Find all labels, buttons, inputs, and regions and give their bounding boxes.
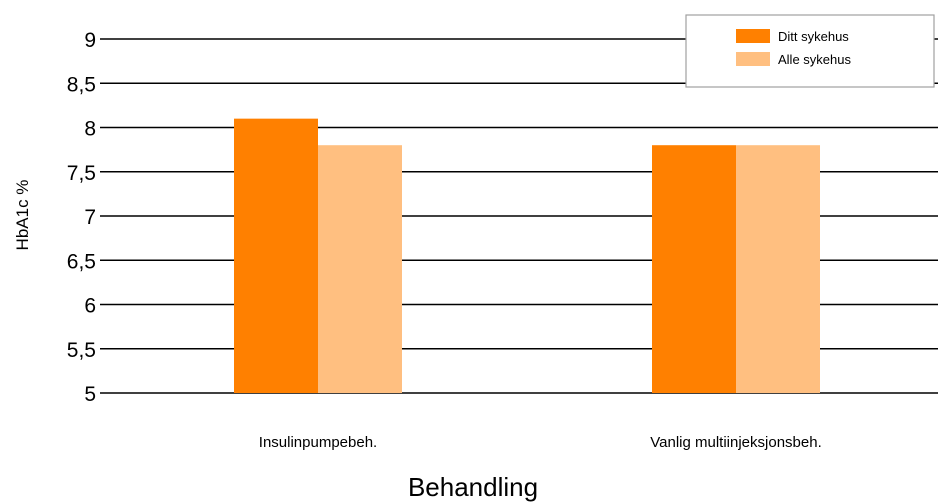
bars [234, 118, 820, 394]
legend-swatch [736, 52, 770, 66]
x-category-label: Vanlig multiinjeksjonsbeh. [650, 434, 821, 451]
legend-label: Ditt sykehus [778, 29, 849, 44]
y-tick-label: 5 [84, 383, 96, 406]
bar-ditt-sykehus-1 [652, 145, 736, 393]
y-tick-label: 6 [84, 295, 96, 318]
legend-label: Alle sykehus [778, 52, 851, 67]
y-tick-label: 6,5 [67, 250, 96, 273]
bar-alle-sykehus-0 [318, 145, 402, 393]
x-axis-categories: Insulinpumpebeh. Vanlig multiinjeksjonsbe… [259, 434, 822, 451]
y-tick-label: 5,5 [67, 339, 96, 362]
legend: Ditt sykehus Alle sykehus [685, 14, 935, 88]
y-axis-title: HbA1c % [13, 180, 32, 251]
y-tick-label: 8 [84, 118, 96, 141]
bar-alle-sykehus-1 [736, 145, 820, 393]
bar-ditt-sykehus-0 [234, 118, 318, 394]
y-tick-label: 7 [84, 206, 96, 229]
y-tick-label: 9 [84, 29, 96, 52]
x-category-label: Insulinpumpebeh. [259, 434, 377, 451]
y-tick-label: 8,5 [67, 73, 96, 96]
y-tick-label: 7,5 [67, 162, 96, 185]
y-axis-ticks: 5 5,5 6 6,5 7 7,5 8 8,5 9 [67, 29, 96, 406]
legend-box [685, 14, 935, 88]
x-axis-title: Behandling [408, 472, 538, 502]
legend-swatch [736, 29, 770, 43]
